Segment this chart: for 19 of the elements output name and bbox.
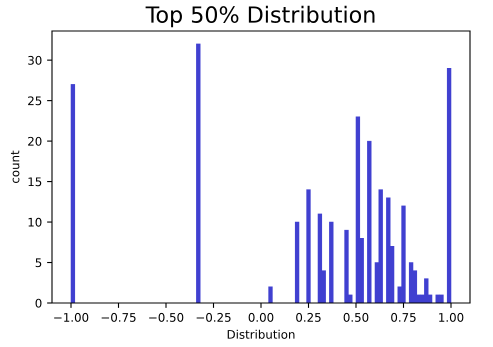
x-axis-title: Distribution — [228, 330, 294, 339]
y-tick-label: 10 — [28, 218, 42, 227]
y-axis-title: count — [10, 150, 20, 183]
y-tick-label: 5 — [36, 258, 42, 268]
x-tick-label: 0.50 — [344, 312, 368, 322]
y-tick-label: 25 — [28, 96, 42, 106]
x-tick-label: −1.00 — [54, 312, 88, 322]
x-tick-label: 0.75 — [391, 312, 416, 322]
y-tick-label: 30 — [28, 56, 42, 65]
y-tick-label: 20 — [28, 136, 42, 146]
x-tick-label: 0.25 — [296, 312, 321, 322]
x-tick-label: −0.25 — [196, 312, 231, 322]
y-tick-label: 0 — [36, 298, 42, 308]
x-tick-label: −0.75 — [102, 312, 136, 322]
x-tick-label: −0.50 — [149, 312, 184, 322]
x-tick-label: 0.00 — [248, 312, 274, 322]
y-tick-label: 15 — [28, 177, 42, 186]
x-tick-label: 1.00 — [439, 312, 464, 322]
chart-title: Top 50% Distribution — [146, 6, 374, 28]
